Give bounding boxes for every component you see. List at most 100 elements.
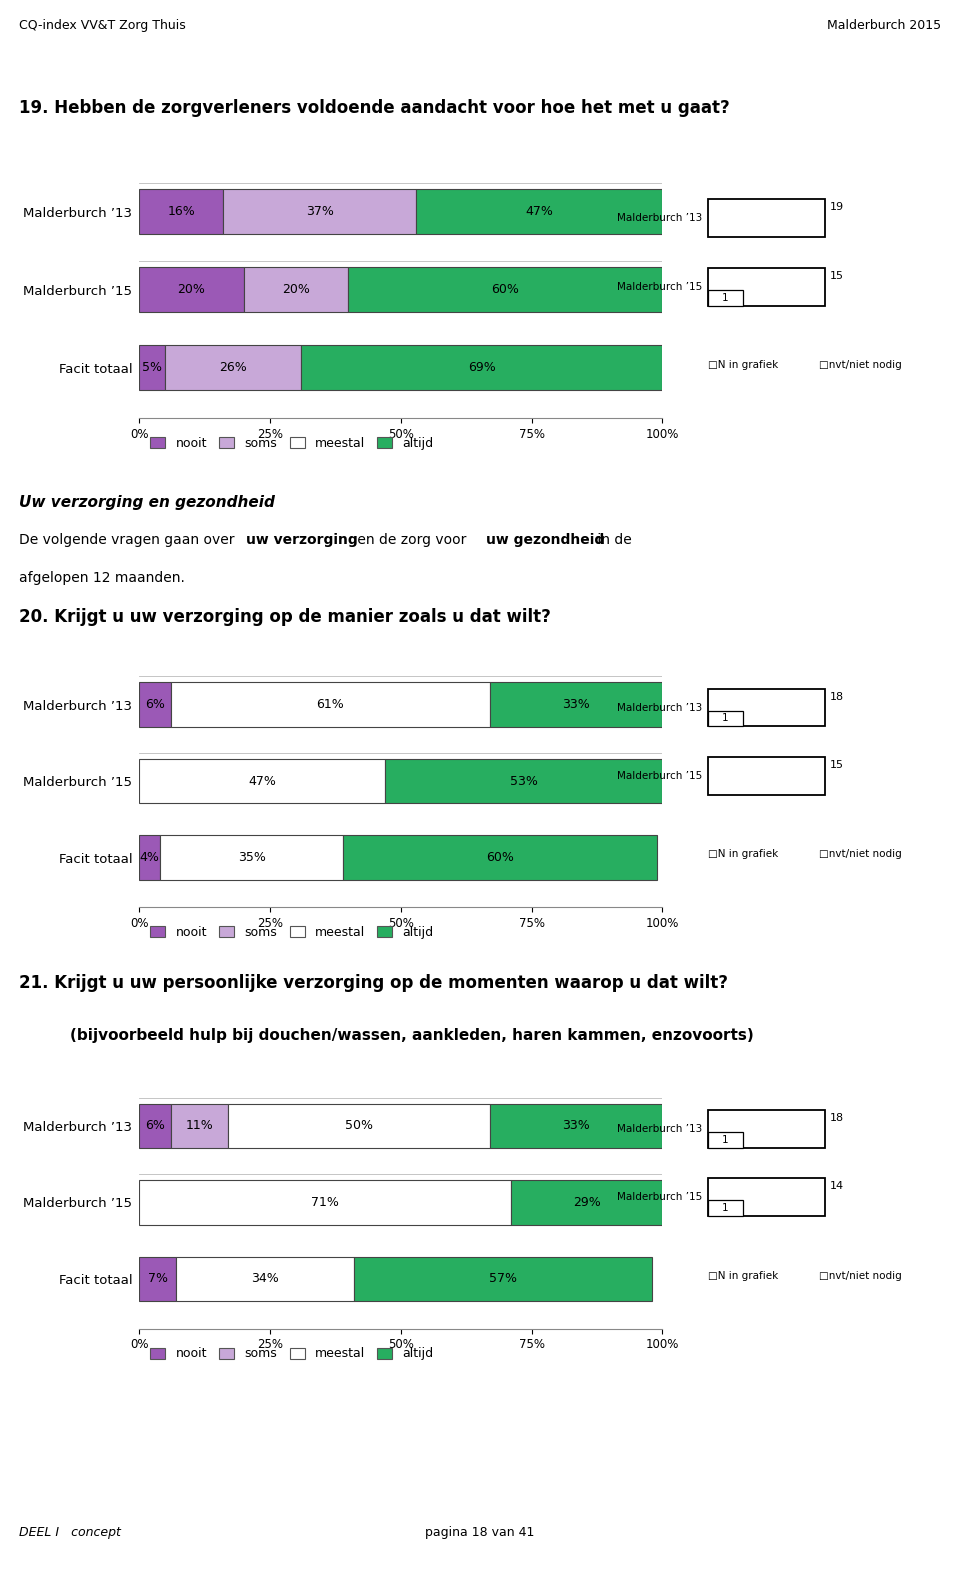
Bar bbox=[708, 757, 825, 795]
Bar bbox=[348, 267, 662, 312]
Bar bbox=[244, 267, 348, 312]
Text: 15: 15 bbox=[829, 761, 844, 770]
Text: De volgende vragen gaan over: De volgende vragen gaan over bbox=[19, 533, 239, 548]
Bar bbox=[139, 682, 171, 727]
Bar bbox=[139, 1256, 176, 1302]
Text: □N in grafiek: □N in grafiek bbox=[708, 360, 779, 369]
Bar bbox=[353, 1256, 652, 1302]
Bar bbox=[171, 1103, 228, 1149]
Bar bbox=[139, 267, 244, 312]
Text: 1: 1 bbox=[722, 713, 729, 723]
Text: 71%: 71% bbox=[311, 1196, 339, 1209]
Text: 34%: 34% bbox=[251, 1272, 278, 1286]
Text: CQ-index VV&T Zorg Thuis: CQ-index VV&T Zorg Thuis bbox=[19, 19, 186, 32]
Bar bbox=[139, 1180, 511, 1225]
Legend: nooit, soms, meestal, altijd: nooit, soms, meestal, altijd bbox=[146, 432, 439, 454]
Bar bbox=[490, 682, 662, 727]
Text: 1: 1 bbox=[722, 1202, 729, 1213]
Text: Malderburch ’15: Malderburch ’15 bbox=[617, 772, 703, 781]
Text: 20%: 20% bbox=[178, 282, 205, 297]
Text: Malderburch ’13: Malderburch ’13 bbox=[617, 213, 703, 224]
Text: 69%: 69% bbox=[468, 361, 495, 374]
Bar bbox=[708, 268, 825, 306]
Text: pagina 18 van 41: pagina 18 van 41 bbox=[425, 1526, 535, 1539]
Text: □nvt/niet nodig: □nvt/niet nodig bbox=[820, 360, 902, 369]
Text: 26%: 26% bbox=[220, 361, 248, 374]
Text: Malderburch ’15: Malderburch ’15 bbox=[617, 282, 703, 292]
Text: 14: 14 bbox=[829, 1182, 844, 1191]
Bar bbox=[139, 1103, 171, 1149]
Text: 6%: 6% bbox=[145, 1119, 165, 1133]
Text: 20. Krijgt u uw verzorging op de manier zoals u dat wilt?: 20. Krijgt u uw verzorging op de manier … bbox=[19, 608, 551, 625]
Text: 50%: 50% bbox=[345, 1119, 372, 1133]
Text: Malderburch 2015: Malderburch 2015 bbox=[827, 19, 941, 32]
Text: 61%: 61% bbox=[316, 697, 344, 712]
Bar bbox=[171, 682, 490, 727]
Bar bbox=[228, 1103, 490, 1149]
Bar bbox=[139, 759, 385, 803]
Text: uw gezondheid: uw gezondheid bbox=[487, 533, 605, 548]
Text: 18: 18 bbox=[829, 1112, 844, 1124]
Text: 4%: 4% bbox=[140, 851, 159, 865]
Text: 60%: 60% bbox=[492, 282, 519, 297]
Text: 1: 1 bbox=[722, 1135, 729, 1144]
Legend: nooit, soms, meestal, altijd: nooit, soms, meestal, altijd bbox=[146, 1343, 439, 1365]
Text: 47%: 47% bbox=[525, 205, 553, 218]
Bar bbox=[708, 1201, 743, 1217]
Text: 19. Hebben de zorgverleners voldoende aandacht voor hoe het met u gaat?: 19. Hebben de zorgverleners voldoende aa… bbox=[19, 99, 730, 117]
Text: 53%: 53% bbox=[510, 775, 538, 787]
Bar bbox=[708, 1131, 743, 1147]
Bar bbox=[176, 1256, 353, 1302]
Text: 35%: 35% bbox=[238, 851, 266, 865]
Text: 37%: 37% bbox=[306, 205, 334, 218]
Text: 57%: 57% bbox=[489, 1272, 516, 1286]
Text: □N in grafiek: □N in grafiek bbox=[708, 849, 779, 858]
Bar bbox=[417, 189, 662, 234]
Text: □nvt/niet nodig: □nvt/niet nodig bbox=[820, 1270, 902, 1280]
Bar bbox=[708, 199, 825, 237]
Text: □nvt/niet nodig: □nvt/niet nodig bbox=[820, 849, 902, 858]
Text: 16%: 16% bbox=[167, 205, 195, 218]
Text: 6%: 6% bbox=[145, 697, 165, 712]
Text: 5%: 5% bbox=[142, 361, 162, 374]
Bar bbox=[385, 759, 662, 803]
Bar bbox=[139, 346, 165, 390]
Text: Malderburch ’13: Malderburch ’13 bbox=[617, 702, 703, 713]
Bar bbox=[344, 835, 658, 881]
Text: 18: 18 bbox=[829, 691, 844, 702]
Text: 29%: 29% bbox=[573, 1196, 600, 1209]
Text: in de: in de bbox=[593, 533, 632, 548]
Bar bbox=[490, 1103, 662, 1149]
Text: 47%: 47% bbox=[249, 775, 276, 787]
Text: uw verzorging: uw verzorging bbox=[247, 533, 358, 548]
Text: □N in grafiek: □N in grafiek bbox=[708, 1270, 779, 1280]
Text: 20%: 20% bbox=[282, 282, 310, 297]
Bar bbox=[708, 290, 743, 306]
Bar bbox=[139, 189, 223, 234]
Text: 11%: 11% bbox=[185, 1119, 213, 1133]
Text: en de zorg voor: en de zorg voor bbox=[353, 533, 471, 548]
Bar bbox=[223, 189, 417, 234]
Text: 1: 1 bbox=[722, 292, 729, 303]
Text: 19: 19 bbox=[829, 202, 844, 213]
Text: (bijvoorbeeld hulp bij douchen/wassen, aankleden, haren kammen, enzovoorts): (bijvoorbeeld hulp bij douchen/wassen, a… bbox=[70, 1027, 754, 1043]
Text: Malderburch ’13: Malderburch ’13 bbox=[617, 1124, 703, 1135]
Text: 33%: 33% bbox=[563, 697, 590, 712]
Text: Uw verzorging en gezondheid: Uw verzorging en gezondheid bbox=[19, 495, 276, 510]
Legend: nooit, soms, meestal, altijd: nooit, soms, meestal, altijd bbox=[146, 922, 439, 944]
Bar bbox=[139, 835, 160, 881]
Text: Malderburch ’15: Malderburch ’15 bbox=[617, 1193, 703, 1202]
Bar bbox=[160, 835, 344, 881]
Bar bbox=[165, 346, 301, 390]
Text: 7%: 7% bbox=[148, 1272, 167, 1286]
Text: afgelopen 12 maanden.: afgelopen 12 maanden. bbox=[19, 571, 185, 585]
Bar bbox=[301, 346, 662, 390]
Text: 60%: 60% bbox=[487, 851, 515, 865]
Bar bbox=[708, 710, 743, 726]
Text: DEEL I   concept: DEEL I concept bbox=[19, 1526, 121, 1539]
Text: 15: 15 bbox=[829, 271, 844, 281]
Bar bbox=[708, 1179, 825, 1217]
Bar bbox=[708, 1109, 825, 1147]
Text: 33%: 33% bbox=[563, 1119, 590, 1133]
Bar bbox=[511, 1180, 662, 1225]
